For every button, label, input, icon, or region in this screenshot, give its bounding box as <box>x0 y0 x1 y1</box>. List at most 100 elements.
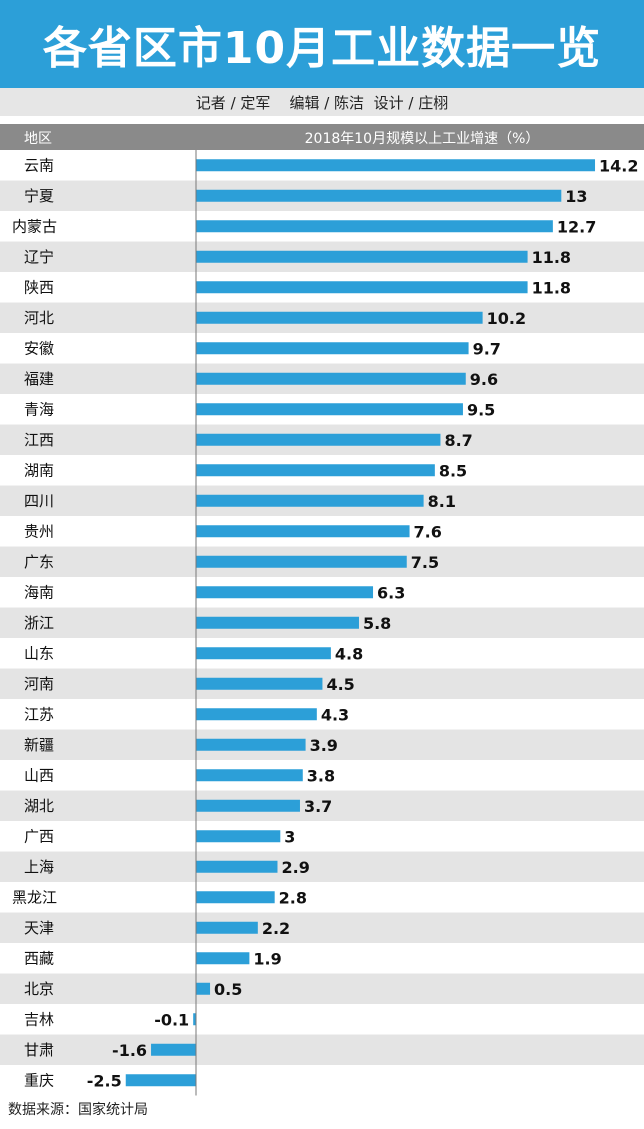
category-label: 上海 <box>24 858 54 876</box>
editor-credit: 编辑 / 陈洁 <box>289 93 365 112</box>
bar <box>196 433 441 446</box>
credits-line: 记者 / 定军 编辑 / 陈洁 设计 / 庄栩 <box>0 88 644 116</box>
category-label: 山西 <box>24 766 54 784</box>
value-label: 8.1 <box>428 492 456 511</box>
value-label: 1.9 <box>253 949 281 968</box>
category-label: 广西 <box>24 827 54 845</box>
bar <box>196 525 410 538</box>
category-label: 河北 <box>24 309 54 327</box>
region-column-header: 地区 <box>24 131 52 147</box>
value-label: 14.2 <box>599 156 638 175</box>
value-label: 2.9 <box>281 858 309 877</box>
row-stripe <box>0 790 644 821</box>
value-label: 3 <box>284 827 295 846</box>
value-label: 10.2 <box>487 309 526 328</box>
table-header: 地区 2018年10月规模以上工业增速（%） <box>0 124 644 150</box>
bar <box>196 555 407 568</box>
bar <box>196 982 211 995</box>
metric-column-header: 2018年10月规模以上工业增速（%） <box>304 131 540 147</box>
value-label: 13 <box>565 187 587 206</box>
reporter-credit: 记者 / 定军 <box>195 93 271 112</box>
bar <box>196 250 528 263</box>
row-stripe <box>0 851 644 882</box>
category-label: 山东 <box>24 644 54 662</box>
bar-chart: 云南 14.2 宁夏 13 内蒙古 12.7 辽宁 11.8 陕西 11.8 河北 10.2 安徽 9.7… <box>0 150 644 1096</box>
value-label: 7.6 <box>414 522 442 541</box>
bar <box>196 677 323 690</box>
bar <box>196 586 374 599</box>
category-label: 新疆 <box>24 736 54 754</box>
bar <box>196 647 331 660</box>
value-label: 4.5 <box>326 675 354 694</box>
category-label: 天津 <box>24 919 54 937</box>
category-label: 辽宁 <box>24 248 54 266</box>
category-label: 浙江 <box>24 614 54 632</box>
bar <box>196 189 562 202</box>
bar <box>193 1013 196 1026</box>
row-stripe <box>0 729 644 760</box>
value-label: 9.5 <box>467 400 495 419</box>
value-label: 3.8 <box>307 766 335 785</box>
category-label: 北京 <box>24 980 54 998</box>
value-label: -0.1 <box>154 1010 189 1029</box>
value-label: 2.8 <box>279 888 307 907</box>
value-label: 8.5 <box>439 461 467 480</box>
bar <box>196 281 528 294</box>
value-label: 3.7 <box>304 797 332 816</box>
bar <box>196 860 278 873</box>
bar <box>196 952 250 965</box>
value-label: -2.5 <box>87 1071 122 1090</box>
bar <box>196 616 359 629</box>
bar <box>196 494 424 507</box>
category-label: 四川 <box>24 492 54 510</box>
value-label: 8.7 <box>444 431 472 450</box>
category-label: 陕西 <box>24 278 54 296</box>
category-label: 宁夏 <box>24 187 54 205</box>
category-label: 内蒙古 <box>12 217 57 235</box>
row-stripe <box>0 973 644 1004</box>
row-stripe <box>0 1034 644 1065</box>
bar <box>196 464 435 477</box>
bar <box>196 738 306 751</box>
value-label: 12.7 <box>557 217 596 236</box>
value-label: 5.8 <box>363 614 391 633</box>
category-label: 重庆 <box>24 1071 54 1089</box>
bar <box>196 891 275 904</box>
value-label: 2.2 <box>262 919 290 938</box>
category-label: 青海 <box>24 400 54 418</box>
row-stripe <box>0 912 644 943</box>
chart-title: 各省区市10月工业数据一览 <box>0 0 644 88</box>
bar <box>196 830 281 843</box>
category-label: 湖南 <box>24 461 54 479</box>
category-label: 海南 <box>24 583 54 601</box>
bar <box>151 1043 196 1056</box>
bar <box>125 1074 196 1087</box>
category-label: 安徽 <box>24 339 54 357</box>
bar <box>196 342 469 355</box>
value-label: 3.9 <box>310 736 338 755</box>
category-label: 黑龙江 <box>12 888 57 906</box>
value-label: 4.3 <box>321 705 349 724</box>
bar <box>196 220 553 233</box>
value-label: 4.8 <box>335 644 363 663</box>
bar <box>196 708 317 721</box>
category-label: 西藏 <box>24 949 54 967</box>
value-label: -1.6 <box>112 1041 147 1060</box>
design-credit: 设计 / 庄栩 <box>373 93 449 112</box>
value-label: 7.5 <box>411 553 439 572</box>
category-label: 福建 <box>24 370 54 388</box>
category-label: 广东 <box>24 553 54 571</box>
value-label: 11.8 <box>532 248 571 267</box>
category-label: 江苏 <box>24 705 54 723</box>
category-label: 吉林 <box>24 1010 54 1028</box>
value-label: 9.6 <box>470 370 498 389</box>
bar <box>196 921 258 934</box>
category-label: 甘肃 <box>24 1041 54 1059</box>
category-label: 江西 <box>24 431 54 449</box>
value-label: 11.8 <box>532 278 571 297</box>
category-label: 湖北 <box>24 797 54 815</box>
value-label: 6.3 <box>377 583 405 602</box>
value-label: 9.7 <box>473 339 501 358</box>
bar <box>196 799 300 812</box>
bar <box>196 769 303 782</box>
